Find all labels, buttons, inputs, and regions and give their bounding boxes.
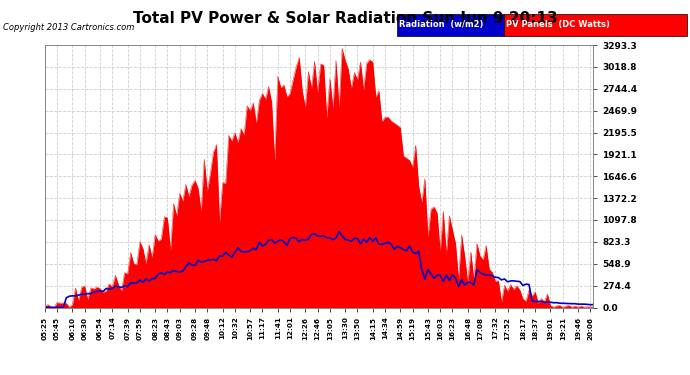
Text: Total PV Power & Solar Radiation Sun Jun 9 20:13: Total PV Power & Solar Radiation Sun Jun… (132, 11, 558, 26)
Text: Radiation  (w/m2): Radiation (w/m2) (399, 20, 483, 29)
Text: PV Panels  (DC Watts): PV Panels (DC Watts) (506, 20, 610, 29)
Text: Copyright 2013 Cartronics.com: Copyright 2013 Cartronics.com (3, 22, 135, 32)
